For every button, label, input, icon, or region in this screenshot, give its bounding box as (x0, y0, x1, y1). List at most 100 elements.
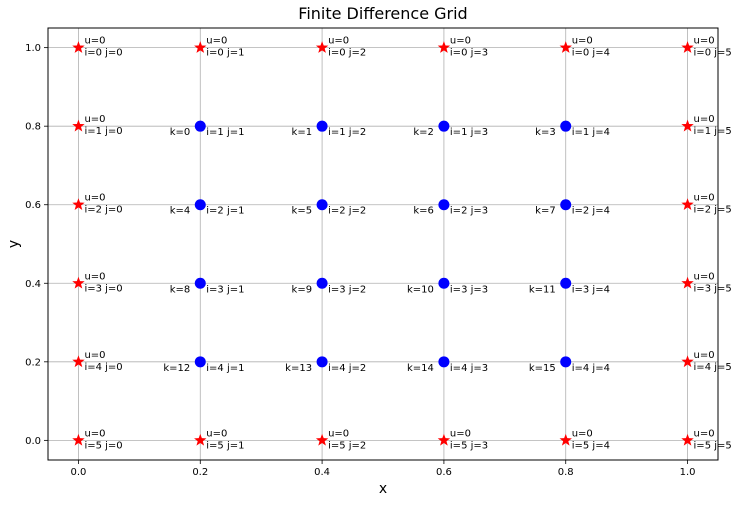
interior-k-label: k=1 (292, 127, 313, 138)
boundary-point-star (681, 198, 694, 210)
boundary-u-label: u=0 (206, 428, 227, 439)
interior-point-circle (316, 199, 328, 211)
boundary-index-label: i=5 j=0 (84, 440, 122, 451)
interior-k-label: k=6 (413, 206, 434, 217)
data-points (72, 41, 694, 446)
y-tick-label: 1.0 (25, 43, 41, 54)
y-axis-title: y (6, 240, 22, 248)
x-tick-label: 1.0 (680, 467, 696, 478)
boundary-point-star (681, 355, 694, 368)
boundary-point-star (72, 41, 85, 53)
interior-index-label: i=2 j=2 (328, 206, 366, 217)
interior-index-label: i=3 j=2 (328, 284, 366, 295)
boundary-u-label: u=0 (328, 428, 349, 439)
interior-index-label: i=3 j=3 (450, 284, 488, 295)
interior-k-label: k=2 (413, 127, 434, 138)
boundary-u-label: u=0 (84, 271, 105, 282)
interior-point-circle (194, 120, 206, 132)
interior-point-circle (438, 277, 450, 289)
boundary-index-label: i=0 j=0 (84, 48, 122, 59)
interior-point-circle (316, 120, 328, 132)
boundary-u-label: u=0 (694, 36, 715, 47)
interior-index-label: i=1 j=4 (572, 127, 610, 138)
boundary-point-star (72, 355, 85, 368)
interior-index-label: i=4 j=2 (328, 363, 366, 374)
interior-k-label: k=10 (407, 284, 434, 295)
boundary-index-label: i=0 j=3 (450, 48, 488, 59)
interior-k-label: k=15 (529, 363, 556, 374)
boundary-index-label: i=3 j=0 (84, 283, 122, 294)
point-labels: u=0i=0 j=0u=0i=0 j=1u=0i=0 j=2u=0i=0 j=3… (84, 36, 731, 452)
plot-area-frame (47, 27, 719, 461)
chart-title: Finite Difference Grid (298, 4, 467, 23)
boundary-u-label: u=0 (206, 36, 227, 47)
boundary-u-label: u=0 (694, 428, 715, 439)
boundary-u-label: u=0 (84, 114, 105, 125)
boundary-index-label: i=1 j=0 (84, 126, 122, 137)
boundary-u-label: u=0 (694, 114, 715, 125)
boundary-point-star (681, 119, 694, 132)
boundary-index-label: i=4 j=5 (694, 362, 732, 373)
boundary-index-label: i=0 j=2 (328, 48, 366, 59)
boundary-point-star (681, 433, 694, 446)
boundary-index-label: i=1 j=5 (694, 126, 732, 137)
interior-point-circle (438, 120, 450, 132)
interior-k-label: k=14 (407, 363, 434, 374)
axis-ticks: 0.0 0.2 0.4 0.6 0.8 1.0 0.0 0.2 0.4 0.6 0.8 1.0 (25, 43, 695, 478)
interior-k-label: k=12 (163, 363, 190, 374)
boundary-point-star (681, 41, 694, 53)
interior-index-label: i=3 j=4 (572, 284, 610, 295)
interior-k-label: k=3 (535, 127, 556, 138)
boundary-u-label: u=0 (572, 428, 593, 439)
x-tick-label: 0.8 (558, 467, 574, 478)
x-axis-title: x (379, 481, 387, 497)
interior-k-label: k=7 (535, 206, 556, 217)
boundary-point-star (681, 276, 694, 289)
boundary-u-label: u=0 (694, 350, 715, 361)
boundary-point-star (72, 276, 85, 289)
y-tick-label: 0.4 (25, 279, 41, 290)
interior-k-label: k=9 (292, 284, 313, 295)
boundary-point-star (559, 433, 572, 446)
interior-point-circle (560, 356, 572, 368)
boundary-index-label: i=4 j=0 (84, 362, 122, 373)
y-tick-label: 0.8 (25, 122, 41, 133)
x-tick-label: 0.0 (71, 467, 87, 478)
boundary-point-star (315, 41, 329, 53)
boundary-index-label: i=2 j=0 (84, 205, 122, 216)
interior-k-label: k=11 (529, 284, 556, 295)
interior-point-circle (560, 120, 572, 132)
boundary-u-label: u=0 (694, 193, 715, 204)
interior-k-label: k=13 (285, 363, 312, 374)
boundary-point-star (437, 433, 451, 446)
interior-point-circle (560, 277, 572, 289)
boundary-index-label: i=0 j=5 (694, 48, 732, 59)
interior-point-circle (194, 199, 206, 211)
y-tick-label: 0.0 (25, 436, 41, 447)
boundary-u-label: u=0 (84, 350, 105, 361)
boundary-u-label: u=0 (572, 36, 593, 47)
boundary-index-label: i=2 j=5 (694, 205, 732, 216)
boundary-point-star (72, 119, 85, 132)
x-tick-label: 0.4 (314, 467, 330, 478)
boundary-index-label: i=5 j=1 (206, 440, 244, 451)
x-tick-label: 0.6 (436, 467, 452, 478)
boundary-point-star (315, 433, 329, 446)
interior-index-label: i=1 j=1 (206, 127, 244, 138)
interior-index-label: i=1 j=2 (328, 127, 366, 138)
x-tick-label: 0.2 (192, 467, 208, 478)
y-tick-label: 0.6 (25, 200, 41, 211)
boundary-point-star (194, 433, 207, 446)
interior-index-label: i=4 j=1 (206, 363, 244, 374)
boundary-index-label: i=3 j=5 (694, 283, 732, 294)
interior-index-label: i=2 j=4 (572, 206, 610, 217)
interior-k-label: k=4 (170, 206, 191, 217)
interior-point-circle (316, 277, 328, 289)
interior-index-label: i=4 j=4 (572, 363, 610, 374)
interior-point-circle (560, 199, 572, 211)
boundary-u-label: u=0 (450, 428, 471, 439)
interior-index-label: i=2 j=1 (206, 206, 244, 217)
boundary-u-label: u=0 (694, 271, 715, 282)
boundary-u-label: u=0 (84, 36, 105, 47)
